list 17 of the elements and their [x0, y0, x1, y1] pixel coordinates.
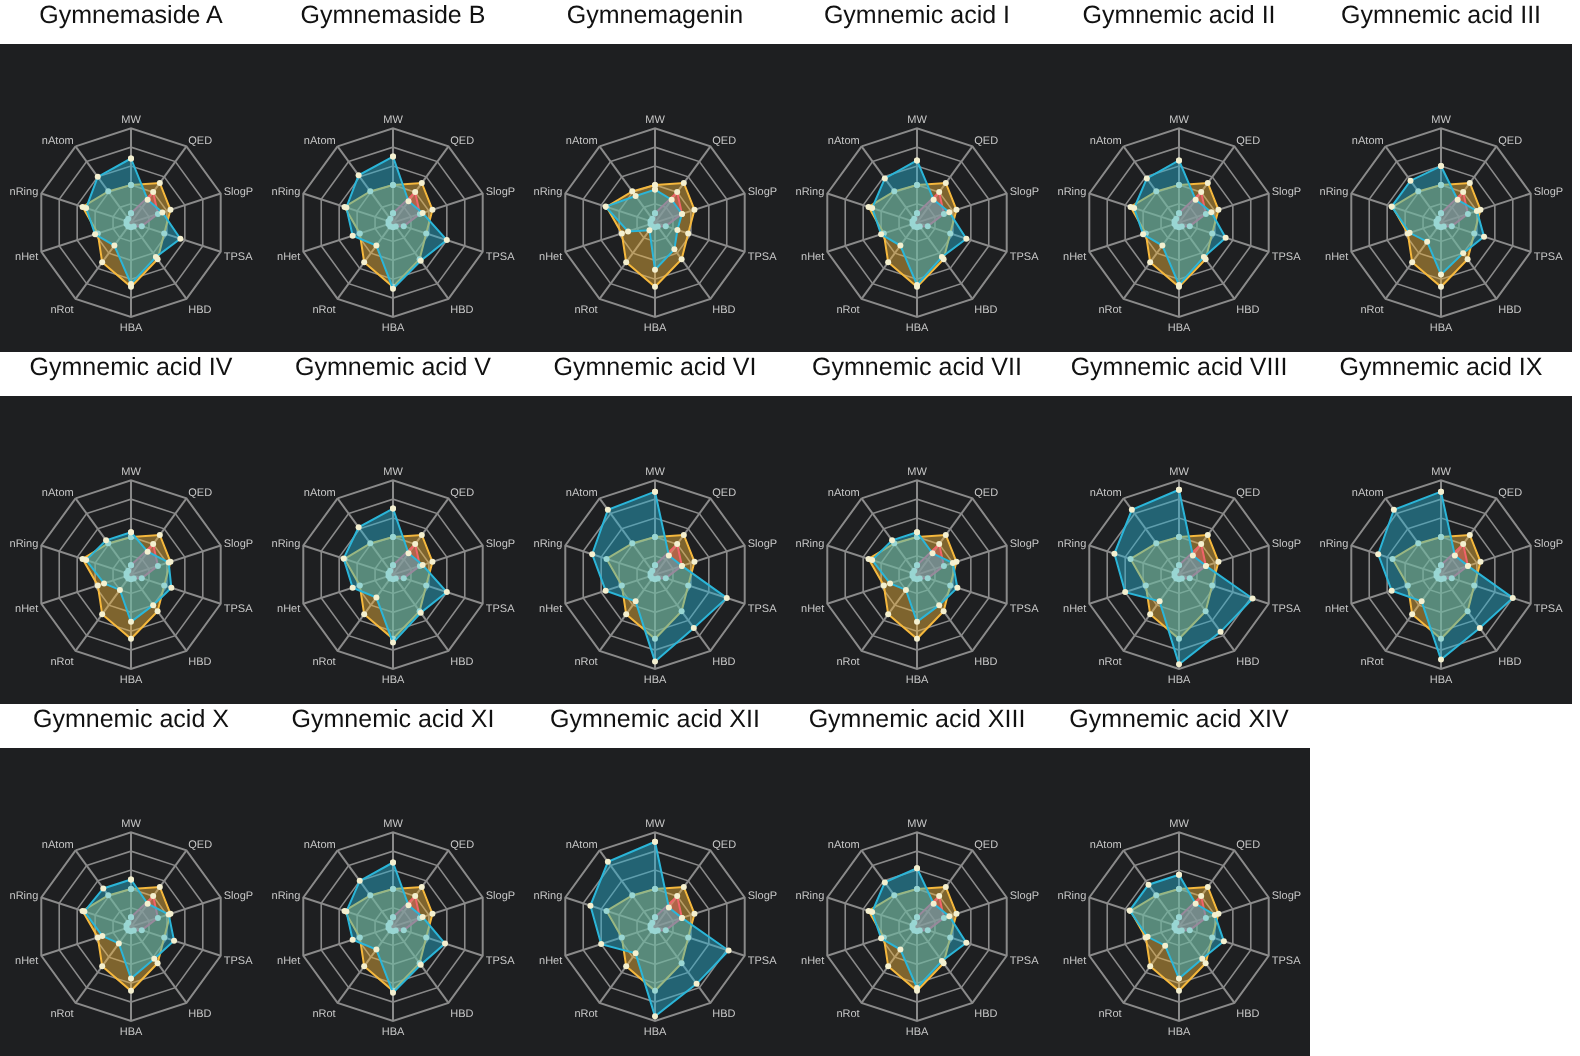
chart-title: Gymnemaside A: [39, 0, 225, 29]
chart-title: Gymnemic acid VII: [812, 352, 1022, 381]
chart-title: Gymnemic acid XIV: [1069, 704, 1291, 733]
chart-title: Gymnemic acid XII: [550, 704, 760, 733]
chart-title: Gymnemic acid II: [1082, 0, 1276, 29]
chart-title: Gymnemic acid VI: [553, 352, 757, 381]
chart-title: Gymnemic acid V: [295, 352, 493, 381]
chart-title: Gymnemic acid III: [1340, 0, 1542, 29]
chart-title: Gymnemic acid IX: [1339, 352, 1544, 381]
chart-title: Gymnemic acid XIII: [808, 704, 1026, 733]
chart-title: Gymnemaside B: [300, 0, 486, 29]
chart-title: Gymnemic acid X: [33, 704, 231, 733]
chart-title: Gymnemic acid VIII: [1070, 352, 1288, 381]
chart-title: Gymnemic acid I: [823, 0, 1011, 29]
chart-title: Gymnemic acid XI: [291, 704, 495, 733]
chart-title: Gymnemic acid IV: [29, 352, 234, 381]
chart-title: Gymnemagenin: [566, 0, 744, 29]
